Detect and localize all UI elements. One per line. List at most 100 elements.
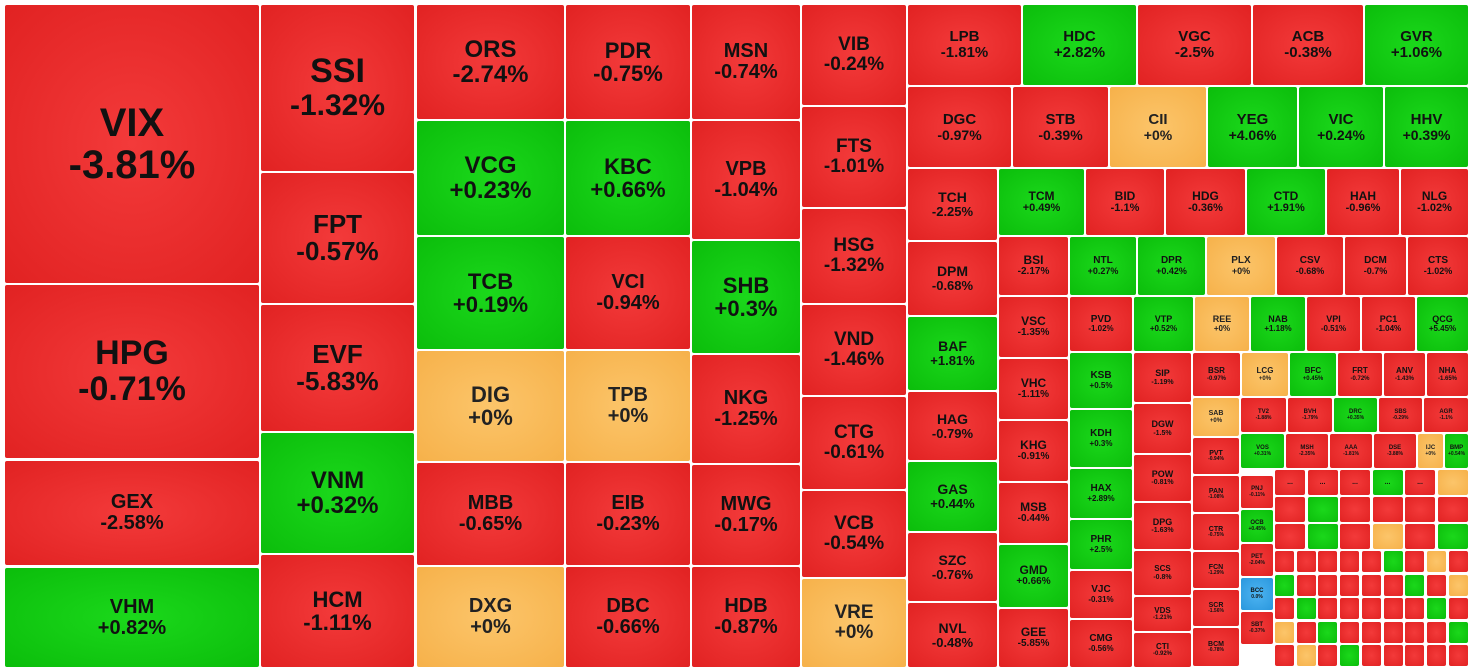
tile-anv[interactable]: ANV -1.43% <box>1383 352 1426 397</box>
tile-gex[interactable]: GEX -2.58% <box>4 460 260 566</box>
small-tile[interactable] <box>1339 597 1361 620</box>
tile-vpb[interactable]: VPB -1.04% <box>691 120 801 240</box>
small-tile[interactable] <box>1295 644 1317 667</box>
tile-nkg[interactable]: NKG -1.25% <box>691 354 801 464</box>
small-tile[interactable] <box>1404 573 1426 597</box>
small-tile[interactable] <box>1382 597 1404 620</box>
small-tile[interactable] <box>1360 573 1382 597</box>
tile-plx[interactable]: PLX +0% <box>1206 236 1276 296</box>
tile-ctg[interactable]: CTG -0.61% <box>801 396 907 490</box>
tile-dgw[interactable]: DGW -1.5% <box>1133 403 1192 454</box>
small-tile[interactable] <box>1295 550 1317 573</box>
tile-hhv[interactable]: HHV +0.39% <box>1384 86 1469 168</box>
tile-bvh[interactable]: BVH -1.79% <box>1287 397 1333 433</box>
tile-acb[interactable]: ACB -0.38% <box>1252 4 1364 86</box>
tile-pc1[interactable]: PC1 -1.04% <box>1361 296 1416 352</box>
small-tile[interactable] <box>1274 523 1306 550</box>
tile-yeg[interactable]: YEG +4.06% <box>1207 86 1298 168</box>
small-tile[interactable] <box>1404 620 1426 644</box>
small-tile[interactable] <box>1360 550 1382 573</box>
small-tile[interactable] <box>1447 620 1469 644</box>
tile-dpg[interactable]: DPG -1.63% <box>1133 502 1192 550</box>
tile-vcg[interactable]: VCG +0.23% <box>416 120 565 236</box>
small-tile[interactable] <box>1404 523 1436 550</box>
tile-cts[interactable]: CTS -1.02% <box>1407 236 1469 296</box>
tile-hsg[interactable]: HSG -1.32% <box>801 208 907 304</box>
tile-cti[interactable]: CTI -0.92% <box>1133 632 1192 668</box>
small-tile[interactable] <box>1371 523 1404 550</box>
small-tile[interactable] <box>1274 644 1295 667</box>
tile-lpb[interactable]: LPB -1.81% <box>907 4 1022 86</box>
small-tile[interactable] <box>1339 620 1361 644</box>
tile-agr[interactable]: AGR -1.1% <box>1423 397 1469 433</box>
tile-pan[interactable]: PAN -1.08% <box>1192 475 1240 513</box>
tile-vix[interactable]: VIX -3.81% <box>4 4 260 284</box>
small-tile[interactable] <box>1360 620 1382 644</box>
tile-tv2[interactable]: TV2 -1.88% <box>1240 397 1287 433</box>
tile-ksb[interactable]: KSB +0.5% <box>1069 352 1133 409</box>
tile-cmg[interactable]: CMG -0.56% <box>1069 619 1133 668</box>
tile-vib[interactable]: VIB -0.24% <box>801 4 907 106</box>
tile-qcg[interactable]: QCG +5.45% <box>1416 296 1469 352</box>
tile-vds[interactable]: VDS -1.21% <box>1133 596 1192 632</box>
tile-dpm[interactable]: DPM -0.68% <box>907 241 998 316</box>
small-tile[interactable] <box>1404 496 1436 523</box>
tile-ree[interactable]: REE +0% <box>1194 296 1250 352</box>
tile-shb[interactable]: SHB +0.3% <box>691 240 801 354</box>
tile-tcb[interactable]: TCB +0.19% <box>416 236 565 350</box>
tile-bsi[interactable]: BSI -2.17% <box>998 236 1069 296</box>
small-tile[interactable] <box>1425 620 1447 644</box>
small-tile[interactable] <box>1339 573 1361 597</box>
small-tile[interactable] <box>1382 620 1404 644</box>
tile-dpr[interactable]: DPR +0.42% <box>1137 236 1206 296</box>
tile-nvl[interactable]: NVL -0.48% <box>907 602 998 668</box>
tile-ntl[interactable]: NTL +0.27% <box>1069 236 1137 296</box>
tile-vre[interactable]: VRE +0% <box>801 578 907 668</box>
small-tile[interactable] <box>1447 550 1469 573</box>
tile-vgc[interactable]: VGC -2.5% <box>1137 4 1252 86</box>
tile-vos[interactable]: VOS +0.31% <box>1240 433 1285 469</box>
small-tile[interactable] <box>1274 597 1295 620</box>
tile-bcc[interactable]: BCC 0.0% <box>1240 577 1274 611</box>
tile-gvr[interactable]: GVR +1.06% <box>1364 4 1469 86</box>
small-tile[interactable] <box>1317 644 1339 667</box>
small-tile[interactable] <box>1382 573 1404 597</box>
tile-drc[interactable]: DRC +0.35% <box>1333 397 1378 433</box>
small-tile[interactable] <box>1274 620 1295 644</box>
tile-pvd[interactable]: PVD -1.02% <box>1069 296 1133 352</box>
small-tile[interactable] <box>1425 550 1447 573</box>
tile-vpi[interactable]: VPI -0.51% <box>1306 296 1361 352</box>
tile-hdb[interactable]: HDB -0.87% <box>691 566 801 668</box>
small-tile[interactable]: ... <box>1404 469 1436 496</box>
tile-vic[interactable]: VIC +0.24% <box>1298 86 1384 168</box>
small-tile[interactable] <box>1404 597 1426 620</box>
tile-vnm[interactable]: VNM +0.32% <box>260 432 415 554</box>
tile-khg[interactable]: KHG -0.91% <box>998 420 1069 482</box>
tile-msb[interactable]: MSB -0.44% <box>998 482 1069 544</box>
tile-kbc[interactable]: KBC +0.66% <box>565 120 691 236</box>
tile-tch[interactable]: TCH -2.25% <box>907 168 998 241</box>
tile-nab[interactable]: NAB +1.18% <box>1250 296 1306 352</box>
tile-vjc[interactable]: VJC -0.31% <box>1069 570 1133 619</box>
tile-gee[interactable]: GEE -5.85% <box>998 608 1069 668</box>
tile-mwg[interactable]: MWG -0.17% <box>691 464 801 566</box>
small-tile[interactable] <box>1371 496 1404 523</box>
tile-bmp[interactable]: BMP +0.54% <box>1444 433 1469 469</box>
tile-hdc[interactable]: HDC +2.82% <box>1022 4 1137 86</box>
tile-ijc[interactable]: IJC +0% <box>1417 433 1444 469</box>
tile-phr[interactable]: PHR +2.5% <box>1069 519 1133 570</box>
small-tile[interactable] <box>1425 597 1447 620</box>
tile-vci[interactable]: VCI -0.94% <box>565 236 691 350</box>
tile-sbt[interactable]: SBT -0.37% <box>1240 611 1274 645</box>
small-tile[interactable] <box>1306 496 1339 523</box>
tile-scr[interactable]: SCR -1.56% <box>1192 589 1240 627</box>
tile-pvt[interactable]: PVT -0.94% <box>1192 437 1240 475</box>
tile-hdg[interactable]: HDG -0.36% <box>1165 168 1246 236</box>
tile-mbb[interactable]: MBB -0.65% <box>416 462 565 566</box>
tile-eib[interactable]: EIB -0.23% <box>565 462 691 566</box>
small-tile[interactable] <box>1425 644 1447 667</box>
small-tile[interactable] <box>1274 573 1295 597</box>
small-tile[interactable] <box>1436 496 1469 523</box>
small-tile[interactable]: ... <box>1371 469 1404 496</box>
tile-nlg[interactable]: NLG -1.02% <box>1400 168 1469 236</box>
